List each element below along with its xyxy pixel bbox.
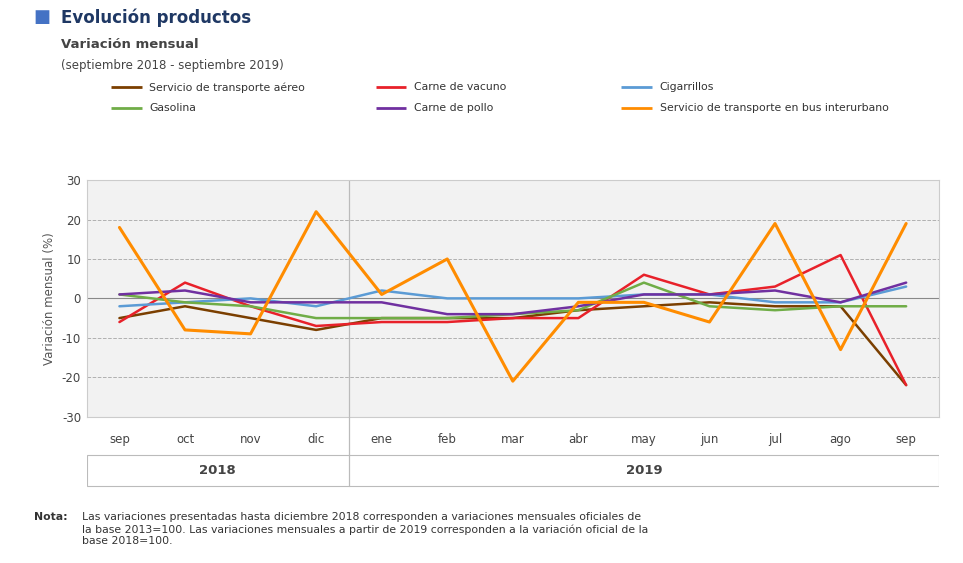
Text: Gasolina: Gasolina [149,103,196,113]
Text: 2019: 2019 [626,464,663,477]
Text: Cigarrillos: Cigarrillos [660,82,714,92]
Text: Servicio de transporte en bus interurbano: Servicio de transporte en bus interurban… [660,103,889,113]
Text: jul: jul [768,433,782,446]
Text: sep: sep [896,433,917,446]
Text: abr: abr [568,433,588,446]
Text: oct: oct [176,433,195,446]
Bar [87,455,349,486]
Text: Carne de vacuno: Carne de vacuno [414,82,507,92]
Text: feb: feb [438,433,456,446]
Text: dic: dic [307,433,325,446]
Text: Carne de pollo: Carne de pollo [414,103,493,113]
Text: Servicio de transporte aéreo: Servicio de transporte aéreo [149,82,305,92]
Y-axis label: Variación mensual (%): Variación mensual (%) [43,232,56,365]
Text: Evolución productos: Evolución productos [61,8,250,27]
Text: ene: ene [371,433,393,446]
Bar [349,455,939,486]
Text: may: may [631,433,657,446]
Text: ■: ■ [34,8,51,26]
Text: Variación mensual: Variación mensual [61,38,198,51]
Text: nov: nov [240,433,261,446]
Text: Las variaciones presentadas hasta diciembre 2018 corresponden a variaciones mens: Las variaciones presentadas hasta diciem… [75,512,648,546]
Text: jun: jun [700,433,718,446]
Text: ago: ago [830,433,851,446]
Text: mar: mar [501,433,525,446]
Text: sep: sep [109,433,130,446]
Text: (septiembre 2018 - septiembre 2019): (septiembre 2018 - septiembre 2019) [61,59,283,72]
Text: 2018: 2018 [199,464,236,477]
Text: Nota:: Nota: [34,512,67,522]
